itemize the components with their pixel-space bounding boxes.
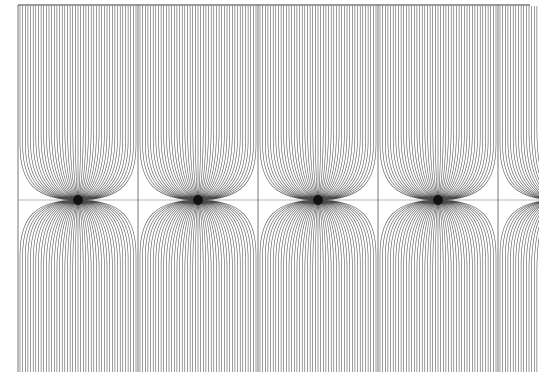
charge [193, 195, 203, 205]
charge [433, 195, 443, 205]
charge [73, 195, 83, 205]
charge [313, 195, 323, 205]
field-lines [19, 6, 137, 372]
field-lines [259, 6, 377, 372]
field-lines [139, 6, 257, 372]
field-lines [379, 6, 497, 372]
field-lines [499, 6, 539, 372]
